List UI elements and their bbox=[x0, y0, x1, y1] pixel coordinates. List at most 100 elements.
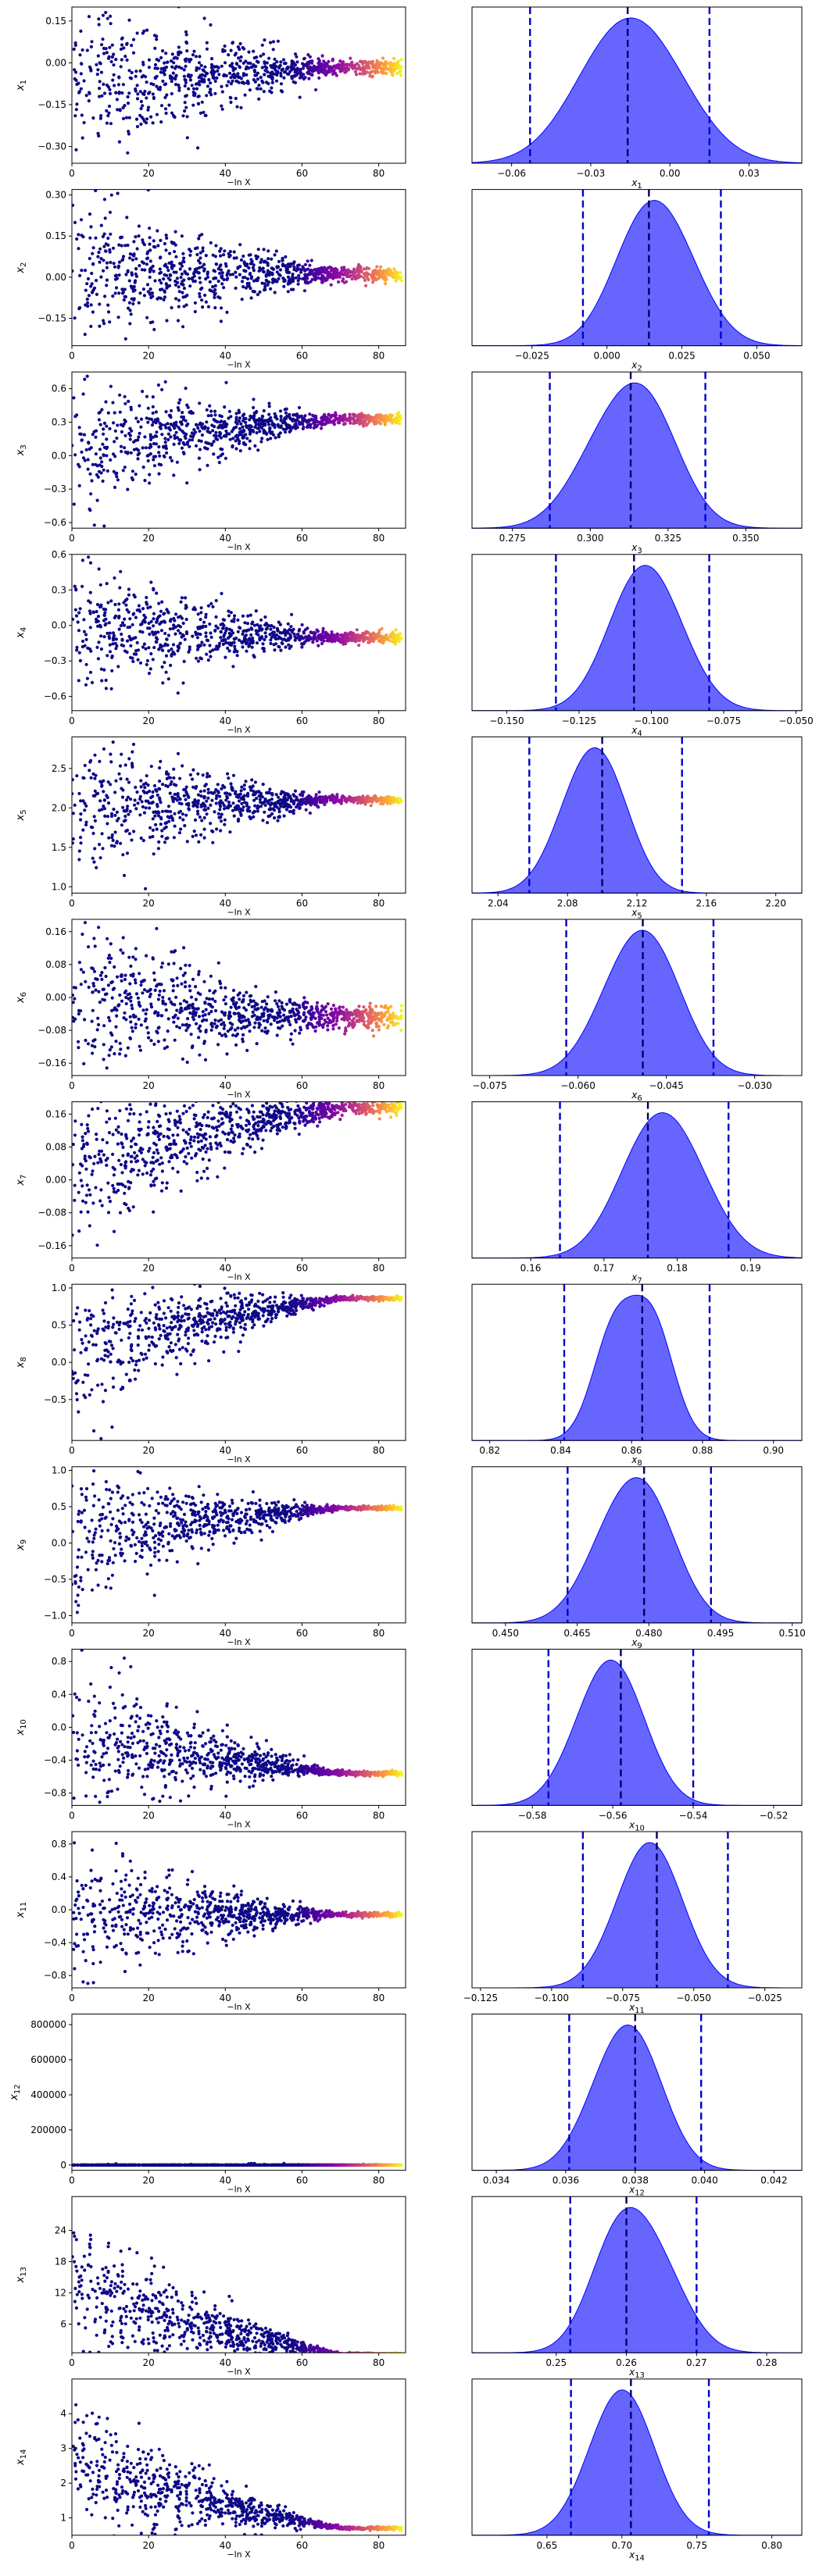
trace-xtick-label: 60 bbox=[296, 2357, 308, 2368]
trace-ytick-label: −0.6 bbox=[44, 517, 66, 528]
trace-ytick-label: 0.5 bbox=[52, 1320, 66, 1331]
kde-xlabel: x9 bbox=[631, 1637, 642, 1650]
kde-xtick-label: 0.70 bbox=[611, 2540, 632, 2551]
trace-ytick-label: 0.08 bbox=[45, 1141, 66, 1152]
kde-xtick-label: 0.19 bbox=[740, 1263, 761, 1274]
trace-ytick-label: 0.4 bbox=[52, 1871, 66, 1882]
kde-xtick-label: 0.040 bbox=[691, 2175, 717, 2186]
kde-density bbox=[472, 1477, 802, 1624]
trace-xtick-label: 40 bbox=[220, 1445, 231, 1456]
kde-xtick-label: 2.12 bbox=[627, 897, 648, 908]
trace-xtick-label: 20 bbox=[143, 351, 155, 362]
kde-plot-x13: 0.25 0.26 0.27 0.28 x13 bbox=[471, 2196, 803, 2380]
trace-frame bbox=[71, 2378, 406, 2536]
kde-xtick-label: −0.050 bbox=[778, 715, 813, 726]
kde-density bbox=[471, 747, 802, 894]
kde-xtick-label: −0.050 bbox=[677, 1993, 711, 2003]
trace-xtick-label: 80 bbox=[373, 1080, 384, 1091]
panel-row-x1: 0 20 40 60 80−ln X−0.30−0.150.000.15x1−0.06−… bbox=[15, 6, 803, 191]
trace-ytick-label: 1.0 bbox=[52, 1283, 66, 1293]
kde-xlabel: x10 bbox=[628, 1819, 645, 1832]
kde-xtick-label: −0.150 bbox=[489, 715, 524, 726]
trace-ytick-label: 6 bbox=[60, 2319, 66, 2330]
trace-plot-x14: 0 20 40 60 80 −ln X 1 2 3 4 x14 bbox=[15, 2378, 406, 2560]
trace-points bbox=[72, 374, 403, 528]
trace-ytick-label: 18 bbox=[55, 2257, 66, 2267]
kde-xtick-label: 0.75 bbox=[686, 2540, 707, 2551]
trace-plot-x10: 0 20 40 60 80 −ln X −0.8 −0.4 0.0 0.4 0.8 x10 bbox=[15, 1648, 406, 1829]
trace-ylabel: x3 bbox=[15, 444, 28, 456]
kde-xtick-label: 0.325 bbox=[655, 533, 681, 544]
trace-ylabel: x13 bbox=[15, 2267, 28, 2283]
kde-xtick-label: 0.450 bbox=[492, 1628, 519, 1639]
kde-xtick-label: 0.84 bbox=[550, 1445, 571, 1456]
trace-ytick-label: −0.15 bbox=[38, 313, 66, 324]
panel-row-x12: 0 20 40 60 80 −ln X 0 200000 400000 600000 800000 x… bbox=[9, 2014, 803, 2198]
trace-ylabel: x9 bbox=[15, 1540, 28, 1551]
kde-xtick-label: 0.510 bbox=[779, 1628, 806, 1639]
trace-xlabel: −ln X bbox=[227, 2367, 251, 2377]
trace-xtick-label: 40 bbox=[220, 1810, 231, 1821]
trace-xtick-label: 0 bbox=[69, 533, 75, 544]
trace-xtick-label: 0 bbox=[69, 168, 75, 179]
trace-xtick-label: 40 bbox=[220, 715, 231, 726]
trace-xtick-label: 60 bbox=[296, 533, 308, 544]
trace-xtick-label: 60 bbox=[296, 1080, 308, 1091]
kde-frame bbox=[471, 6, 803, 164]
kde-plot-x8: 0.82 0.84 0.86 0.88 0.90 x8 bbox=[471, 1283, 803, 1468]
trace-xtick-label: 0 bbox=[69, 2357, 75, 2368]
trace-points bbox=[72, 2231, 403, 2353]
kde-xtick-label: 0.465 bbox=[563, 1628, 590, 1639]
trace-xtick-label: 60 bbox=[296, 2175, 308, 2186]
kde-density bbox=[472, 1842, 802, 1989]
kde-xlabel: x5 bbox=[631, 907, 642, 920]
trace-ytick-label: −0.8 bbox=[44, 1970, 66, 1981]
trace-ytick-label: 0.00 bbox=[45, 992, 66, 1003]
trace-ytick-label: 0.6 bbox=[52, 549, 66, 560]
trace-ytick-label: −0.16 bbox=[38, 1240, 66, 1251]
kde-xtick-label: 0.90 bbox=[763, 1445, 784, 1456]
trace-ytick-label: −1.0 bbox=[44, 1610, 66, 1621]
kde-xtick-label: 0.034 bbox=[483, 2175, 510, 2186]
kde-xlabel: x6 bbox=[631, 1090, 642, 1103]
trace-xtick-label: 0 bbox=[69, 351, 75, 362]
trace-ytick-label: 0.0 bbox=[52, 450, 66, 461]
trace-ytick-label: 0.0 bbox=[52, 1721, 66, 1732]
trace-xtick-label: 80 bbox=[373, 715, 384, 726]
kde-frame bbox=[471, 1466, 803, 1624]
trace-ytick-label: 0.30 bbox=[45, 190, 66, 201]
kde-plot-x5: 2.04 2.08 2.12 2.16 2.20 x5 bbox=[471, 736, 803, 920]
kde-plot-x1: −0.06 −0.03 0.00 0.03 x1 bbox=[471, 6, 803, 191]
trace-ytick-label: −0.16 bbox=[38, 1058, 66, 1069]
trace-ytick-label: 0.00 bbox=[45, 1175, 66, 1186]
kde-xtick-label: −0.06 bbox=[497, 168, 526, 179]
kde-xtick-label: −0.03 bbox=[577, 168, 606, 179]
kde-density bbox=[472, 200, 803, 347]
kde-xtick-label: 0.86 bbox=[621, 1445, 642, 1456]
kde-xtick-label: 2.16 bbox=[696, 897, 717, 908]
kde-xtick-label: −0.030 bbox=[738, 1080, 772, 1091]
trace-xtick-label: 40 bbox=[220, 168, 231, 179]
trace-xtick-label: 20 bbox=[143, 2540, 155, 2551]
trace-points bbox=[72, 921, 404, 1070]
trace-xtick-label: 40 bbox=[220, 2357, 231, 2368]
trace-xtick-label: 60 bbox=[296, 1810, 308, 1821]
kde-density bbox=[471, 382, 802, 529]
trace-xtick-label: 40 bbox=[220, 2540, 231, 2551]
trace-xtick-label: 40 bbox=[220, 2175, 231, 2186]
trace-ylabel: x6 bbox=[15, 992, 28, 1004]
kde-xtick-label: 0.03 bbox=[739, 168, 760, 179]
kde-plot-x12: 0.034 0.036 0.038 0.040 0.042 x12 bbox=[471, 2014, 803, 2198]
kde-xlabel: x14 bbox=[628, 2549, 645, 2563]
kde-xtick-label: 0.25 bbox=[545, 2357, 567, 2368]
kde-xtick-label: 2.08 bbox=[557, 897, 578, 908]
trace-xtick-label: 40 bbox=[220, 897, 231, 908]
trace-xtick-label: 80 bbox=[373, 1810, 384, 1821]
trace-ytick-label: 0.00 bbox=[45, 272, 66, 283]
trace-ytick-label: 0.15 bbox=[45, 16, 66, 27]
kde-frame bbox=[471, 1101, 803, 1259]
trace-ytick-label: 0.3 bbox=[52, 584, 66, 595]
kde-frame bbox=[471, 1648, 803, 1806]
